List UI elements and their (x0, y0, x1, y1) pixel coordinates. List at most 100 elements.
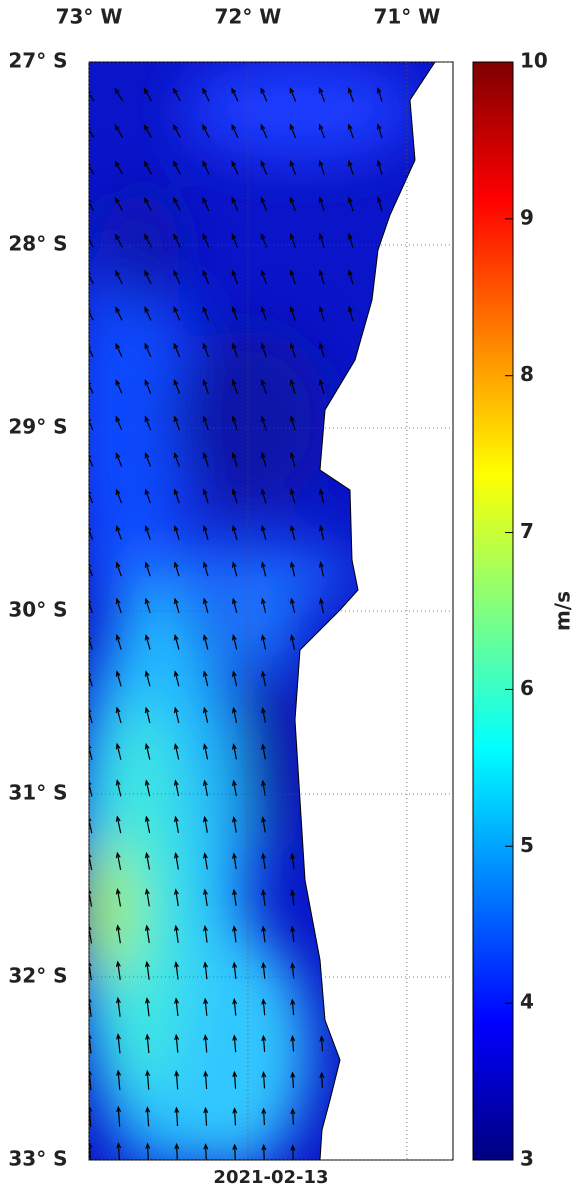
arrow-head (144, 524, 150, 532)
arrow-head (347, 269, 353, 276)
wind-arrow (117, 1143, 120, 1160)
wind-arrow (261, 526, 267, 540)
wind-arrow (233, 817, 237, 833)
arrow-head (174, 1033, 180, 1041)
arrow-head (89, 672, 92, 676)
arrow-head (143, 124, 149, 131)
arrow-head (173, 269, 179, 277)
arrow-head (289, 634, 295, 641)
arrow-head (173, 379, 179, 386)
wind-arrow (348, 307, 354, 321)
wind-arrow (233, 853, 237, 870)
wind-arrow (116, 889, 122, 907)
arrow-head (202, 123, 208, 131)
arrow-head (261, 888, 267, 896)
wind-arrow (261, 453, 267, 467)
wind-arrow (203, 526, 209, 540)
arrow-head (115, 342, 121, 350)
wind-arrow (116, 780, 122, 797)
wind-arrow (89, 237, 94, 248)
wind-arrow (117, 998, 121, 1017)
arrow-head (202, 269, 208, 277)
arrow-head (318, 305, 324, 313)
arrow-head (89, 925, 92, 931)
arrow-head (115, 851, 121, 859)
arrow-head (89, 961, 92, 967)
arrow-head (231, 488, 237, 495)
wind-arrow (232, 635, 238, 650)
arrow-head (290, 1071, 296, 1078)
arrow-head (202, 87, 208, 94)
arrow-head (261, 743, 266, 750)
arrow-head (144, 924, 150, 931)
arrow-head (290, 1034, 296, 1042)
wind-arrow (205, 1144, 207, 1160)
wind-arrow (146, 889, 150, 907)
arrow-head (261, 852, 267, 860)
wind-arrow (204, 817, 208, 833)
arrow-head (260, 706, 266, 714)
wind-arrow (318, 88, 326, 102)
wind-arrow (117, 1107, 121, 1127)
wind-arrow (175, 998, 179, 1017)
wind-arrow (146, 1107, 150, 1127)
wind-arrow (261, 343, 267, 358)
arrow-head (289, 488, 295, 495)
arrow-head (232, 925, 238, 932)
wind-arrow (175, 1035, 179, 1053)
arrow-head (144, 633, 150, 641)
arrow-head (114, 87, 120, 95)
wind-arrow (117, 961, 121, 981)
wind-arrow (290, 489, 296, 504)
arrow-head (173, 415, 179, 422)
arrow-head (260, 451, 266, 459)
arrow-head (290, 889, 296, 896)
arrow-head (289, 305, 295, 313)
colorbar-tick-label: 6 (520, 676, 534, 700)
arrow-head (202, 670, 208, 677)
wind-arrow (202, 343, 210, 358)
wind-arrow (262, 1036, 266, 1052)
arrow-head (319, 1071, 325, 1079)
wind-arrow (319, 161, 325, 175)
arrow-head (173, 561, 179, 568)
wind-arrow (231, 197, 239, 212)
wind-arrow (202, 197, 210, 212)
wind-arrow (232, 598, 238, 614)
lon-tick-label: 71° W (373, 5, 440, 29)
wind-arrow (348, 234, 354, 248)
wind-arrow (262, 708, 266, 723)
wind-arrow (173, 125, 181, 138)
arrow-head (231, 706, 237, 714)
wind-arrow (291, 1036, 295, 1052)
wind-arrow (146, 998, 150, 1017)
wind-arrow (89, 709, 93, 724)
arrow-head (89, 889, 92, 894)
lat-tick-label: 33° S (8, 1147, 67, 1171)
wind-arrow (145, 816, 151, 834)
wind-arrow (144, 161, 152, 175)
wind-arrow (289, 124, 297, 139)
arrow-head (89, 816, 92, 822)
arrow-head (116, 1105, 122, 1113)
wind-arrow (203, 416, 209, 431)
arrow-head (173, 451, 179, 459)
wind-arrow (144, 343, 152, 358)
arrow-head (232, 1034, 238, 1041)
arrow-head (289, 524, 295, 532)
arrow-head (202, 196, 208, 204)
arrow-head (289, 415, 295, 422)
wind-arrow (89, 201, 95, 211)
wind-arrow (89, 492, 94, 504)
wind-arrow (377, 197, 383, 212)
arrow-head (231, 743, 237, 750)
arrow-head (115, 524, 121, 532)
arrow-head (231, 196, 237, 204)
arrow-head (202, 524, 208, 532)
wind-arrow (115, 270, 123, 285)
arrow-head (318, 232, 324, 240)
arrow-head (115, 306, 121, 313)
wind-arrow (232, 562, 238, 577)
arrow-head (115, 924, 121, 931)
wind-arrow (291, 963, 295, 979)
